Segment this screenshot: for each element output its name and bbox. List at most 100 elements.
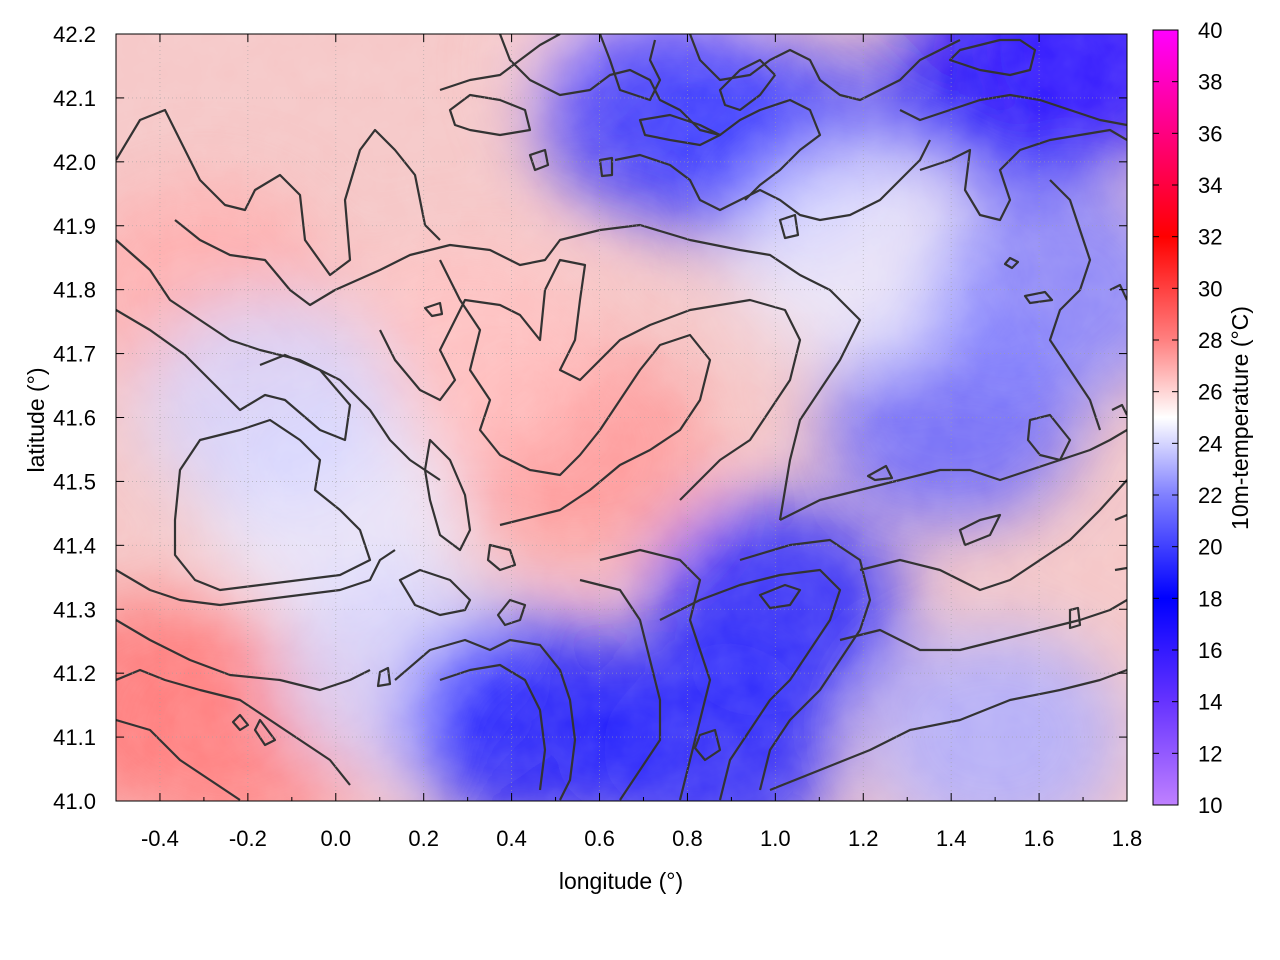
colorbar-ticks (1153, 29, 1178, 806)
contour-line (376, 666, 392, 688)
contour-line (598, 156, 614, 178)
colorbar-tick-label: 24 (1198, 431, 1222, 456)
terrain-texture (116, 34, 1127, 801)
contour-line (718, 58, 777, 112)
contour-line (173, 418, 372, 592)
x-tick-label: 1.0 (760, 826, 791, 851)
contour-line (866, 464, 894, 482)
contour-line (498, 34, 822, 201)
plot-area (116, 34, 1127, 801)
contour-line (1114, 566, 1127, 572)
colorbar-tick-label: 10 (1198, 793, 1222, 818)
colorbar-tick-label: 22 (1198, 483, 1222, 508)
x-tick-label: 0.2 (408, 826, 439, 851)
contour-line (439, 34, 561, 92)
contour-line (948, 38, 1037, 77)
colorbar-tick-label: 14 (1198, 690, 1222, 715)
contour-line (1003, 256, 1020, 270)
contour-line (1114, 513, 1127, 522)
contour-line (638, 113, 722, 147)
contour-line (1023, 290, 1054, 305)
contour-line (769, 668, 1127, 792)
contour-line (486, 543, 517, 572)
y-tick-label: 41.4 (53, 533, 96, 558)
contour-line (1111, 403, 1127, 416)
x-tick-labels: -0.4 -0.2 0.0 0.2 0.4 0.6 0.8 1.0 1.2 1.4 1.6 1.8 (141, 826, 1142, 851)
contour-line (116, 239, 441, 481)
contour-line (899, 93, 1127, 127)
y-tick-label: 41.6 (53, 406, 96, 431)
contour-line (693, 728, 722, 762)
colorbar-gradient (1152, 29, 1179, 806)
y-tick-label: 41.2 (53, 661, 96, 686)
colorbar-tick-label: 20 (1198, 535, 1222, 560)
y-tick-label: 41.8 (53, 278, 96, 303)
y-tick-label: 42.1 (53, 86, 96, 111)
y-tick-label: 41.3 (53, 597, 96, 622)
x-tick-label: 1.6 (1024, 826, 1055, 851)
x-tick-label: 1.2 (848, 826, 879, 851)
y-tick-label: 41.0 (53, 789, 96, 814)
y-tick-label: 41.9 (53, 214, 96, 239)
contour-line (778, 213, 800, 240)
contour-line (758, 583, 802, 610)
contour-line (116, 549, 396, 607)
contour-line (859, 479, 1127, 592)
y-tick-label: 41.7 (53, 342, 96, 367)
x-tick-label: 0.6 (584, 826, 615, 851)
contour-line (116, 309, 352, 442)
contour-line (839, 599, 1127, 652)
x-tick-label: 1.4 (936, 826, 967, 851)
axis-ticks (116, 33, 1128, 802)
contour-line (1109, 283, 1127, 301)
contour-line (423, 301, 444, 318)
contour-line (116, 108, 441, 277)
colorbar-tick-label: 30 (1198, 276, 1222, 301)
contour-line (394, 638, 577, 801)
contour-line (1026, 413, 1072, 462)
colorbar-tick-label: 26 (1198, 380, 1222, 405)
contour-line (398, 568, 472, 617)
contour-line (423, 438, 472, 552)
contour-line (379, 258, 802, 501)
x-tick-label: 0.0 (320, 826, 351, 851)
colorbar-tick-label: 16 (1198, 638, 1222, 663)
contour-line (231, 713, 250, 732)
contour-line (116, 718, 241, 801)
y-tick-labels: 41.0 41.1 41.2 41.3 41.4 41.5 41.6 41.7 41.8 41.9… (53, 22, 96, 814)
y-tick-label: 41.1 (53, 725, 96, 750)
y-tick-label: 42.2 (53, 22, 96, 47)
colorbar-tick-label: 34 (1198, 173, 1222, 198)
contour-line (579, 578, 662, 801)
contour-line (174, 219, 862, 521)
colorbar-tick-label: 38 (1198, 70, 1222, 95)
colorbar-tick-label: 36 (1198, 121, 1222, 146)
colorbar-tick-label: 40 (1198, 18, 1222, 43)
contour-line (496, 598, 527, 627)
x-tick-label: -0.4 (141, 826, 179, 851)
contour-line (439, 259, 712, 527)
contour-line (1048, 179, 1102, 431)
contour-line (116, 619, 371, 692)
y-tick-label: 42.0 (53, 150, 96, 175)
colorbar-tick-label: 12 (1198, 741, 1222, 766)
contour-lines (116, 34, 1127, 801)
x-tick-label: -0.2 (229, 826, 267, 851)
contour-line (598, 34, 662, 102)
colorbar-tick-label: 32 (1198, 225, 1222, 250)
contour-line (528, 148, 550, 172)
contour-line (253, 718, 277, 747)
contour-line (599, 548, 712, 801)
x-axis-label: longitude (°) (559, 868, 683, 894)
contour-line (439, 663, 547, 791)
colorbar-tick-label: 18 (1198, 586, 1222, 611)
colorbar: 10 12 14 16 18 20 22 24 26 28 30 32 34 36 38 40 10m-tem… (1152, 18, 1253, 818)
contour-line (448, 93, 532, 137)
colorbar-label: 10m-temperature (°C) (1227, 306, 1253, 530)
x-tick-label: 1.8 (1112, 826, 1143, 851)
x-tick-label: 0.4 (496, 826, 527, 851)
colorbar-tick-labels: 10 12 14 16 18 20 22 24 26 28 30 32 34 36 38 40 (1198, 18, 1222, 818)
y-tick-label: 41.5 (53, 469, 96, 494)
y-axis-label: latitude (°) (23, 367, 49, 472)
